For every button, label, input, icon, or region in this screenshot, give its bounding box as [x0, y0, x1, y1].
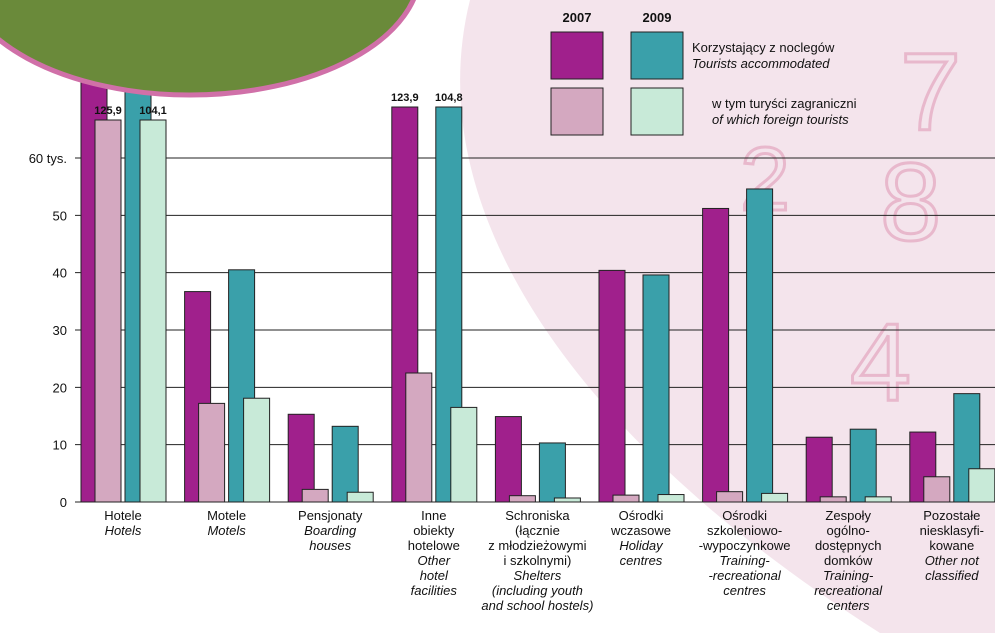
- bar: [494, 416, 522, 503]
- x-tick-label: domków: [824, 553, 873, 568]
- y-tick-label: 50: [53, 208, 67, 223]
- x-tick-label-en: centres: [620, 553, 663, 568]
- bar: [746, 188, 774, 503]
- decoration: 7 8 2 4: [739, 30, 963, 426]
- x-tick-label-en: Motels: [207, 523, 246, 538]
- x-tick-label-en: houses: [309, 538, 351, 553]
- legend-label: Korzystający z noclegów: [692, 40, 835, 55]
- bar: [94, 119, 122, 503]
- bar: [287, 413, 315, 503]
- legend-label-en: Tourists accommodated: [692, 56, 830, 71]
- value-label: 104,1: [139, 105, 167, 117]
- x-tick-label-en: hotel: [420, 568, 449, 583]
- svg-text:4: 4: [850, 301, 911, 424]
- value-label: 125,9: [94, 105, 122, 117]
- x-tick-label: niesklasyfi-: [920, 523, 984, 538]
- x-tick-label-en: Other: [418, 553, 451, 568]
- x-tick-label: szkoleniowo-: [707, 523, 782, 538]
- bar: [642, 274, 670, 503]
- x-tick-label-en: and school hostels): [481, 598, 593, 613]
- x-tick-label-en: classified: [925, 568, 979, 583]
- x-tick-label-en: Training-: [719, 553, 770, 568]
- x-tick-label: -wypoczynkowe: [699, 538, 791, 553]
- x-tick-label-en: (including youth: [492, 583, 583, 598]
- y-tick-label: 0: [60, 495, 67, 510]
- y-tick-label: 20: [53, 380, 67, 395]
- bar: [612, 494, 640, 503]
- x-tick-label-en: centers: [827, 598, 870, 613]
- x-tick-label-en: facilities: [411, 583, 458, 598]
- bar: [923, 476, 951, 503]
- x-tick-label: Ośrodki: [722, 508, 767, 523]
- x-tick-label: Schroniska: [505, 508, 570, 523]
- x-tick-label: (łącznie: [515, 523, 560, 538]
- legend-swatch: [550, 31, 604, 80]
- bar: [331, 425, 359, 503]
- x-tick-label: i szkolnymi): [503, 553, 571, 568]
- legend-label: w tym turyści zagraniczni: [711, 96, 857, 111]
- bar: [405, 372, 433, 503]
- photo: [0, 0, 416, 98]
- x-tick-label: kowane: [929, 538, 974, 553]
- bar: [849, 428, 877, 503]
- x-tick-label: Motele: [207, 508, 246, 523]
- x-tick-label-en: -recreational: [708, 568, 781, 583]
- bar: [508, 495, 536, 503]
- bar: [598, 269, 626, 503]
- bar: [864, 496, 892, 503]
- x-tick-label: Hotele: [104, 508, 142, 523]
- bar: [301, 488, 329, 503]
- bar: [702, 207, 730, 503]
- bar: [761, 492, 789, 503]
- value-label: 104,8: [435, 92, 463, 104]
- bar: [805, 436, 833, 503]
- legend-label-en: of which foreign tourists: [712, 112, 849, 127]
- x-tick-label-en: Hotels: [105, 523, 142, 538]
- legend-swatch: [630, 31, 684, 80]
- bar: [819, 496, 847, 503]
- x-tick-label: obiekty: [413, 523, 455, 538]
- x-tick-label-en: centres: [723, 583, 766, 598]
- bar: [243, 397, 271, 503]
- legend-year: 2009: [643, 10, 672, 25]
- legend-year: 2007: [563, 10, 592, 25]
- legend-swatch: [630, 87, 684, 136]
- x-tick-label-en: Other not: [925, 553, 981, 568]
- bar: [968, 468, 995, 503]
- bar: [346, 491, 374, 503]
- legend-swatch: [550, 87, 604, 136]
- x-tick-label: Pozostałe: [923, 508, 980, 523]
- x-tick-label-en: recreational: [814, 583, 883, 598]
- x-tick-label-en: Training-: [823, 568, 874, 583]
- svg-text:7: 7: [900, 31, 961, 154]
- bar: [716, 491, 744, 503]
- x-tick-label: Pensjonaty: [298, 508, 363, 523]
- y-tick-label: 10: [53, 438, 67, 453]
- bar: [657, 494, 685, 503]
- x-tick-label: z młodzieżowymi: [488, 538, 586, 553]
- x-tick-label-en: Holiday: [619, 538, 664, 553]
- bar: [538, 442, 566, 503]
- bar: [553, 497, 581, 503]
- x-tick-label-en: Shelters: [514, 568, 562, 583]
- x-tick-label-en: Boarding: [304, 523, 357, 538]
- y-tick-label: 60 tys.: [29, 151, 67, 166]
- x-tick-label: Zespoły: [825, 508, 871, 523]
- x-tick-label: Ośrodki: [619, 508, 664, 523]
- x-tick-label: dostępnych: [815, 538, 882, 553]
- x-tick-label: hotelowe: [408, 538, 460, 553]
- bar: [450, 406, 478, 503]
- x-tick-label: ogólno-: [827, 523, 870, 538]
- bar: [198, 402, 226, 503]
- bar: [139, 119, 167, 503]
- value-label: 123,9: [391, 92, 419, 104]
- y-tick-label: 40: [53, 266, 67, 281]
- y-tick-label: 30: [53, 323, 67, 338]
- svg-text:8: 8: [880, 141, 941, 264]
- bar: [435, 106, 463, 503]
- x-tick-label: wczasowe: [610, 523, 671, 538]
- x-tick-label: Inne: [421, 508, 446, 523]
